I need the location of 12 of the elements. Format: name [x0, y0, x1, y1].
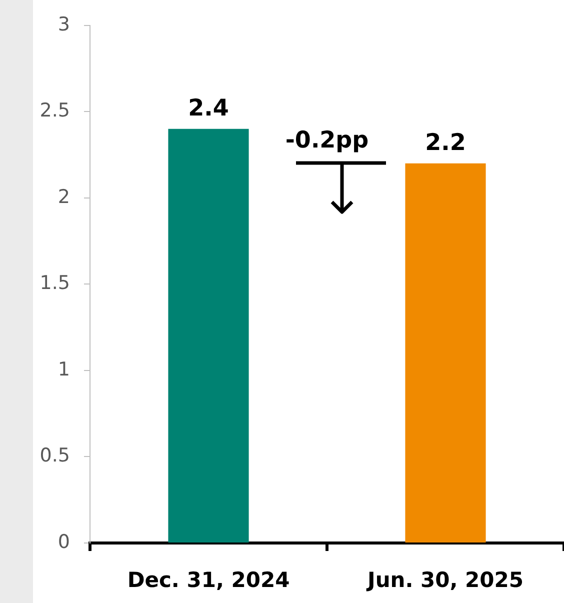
data-label: 2.4	[188, 95, 229, 122]
data-label: 2.2	[425, 130, 466, 156]
y-tick-label: 0	[58, 530, 70, 553]
y-tick-label: 3	[58, 13, 70, 36]
x-tick-label: Jun. 30, 2025	[366, 568, 524, 592]
annotation: -0.2pp	[285, 127, 369, 154]
y-tick-label: 1.5	[40, 272, 70, 294]
y-tick-label: 2.5	[40, 100, 70, 122]
x-tick-label: Dec. 31, 2024	[127, 568, 290, 592]
y-tick-label: 2	[58, 186, 70, 208]
y-tick-label: 1	[58, 358, 70, 380]
y-tick-label: 0.5	[40, 444, 70, 467]
